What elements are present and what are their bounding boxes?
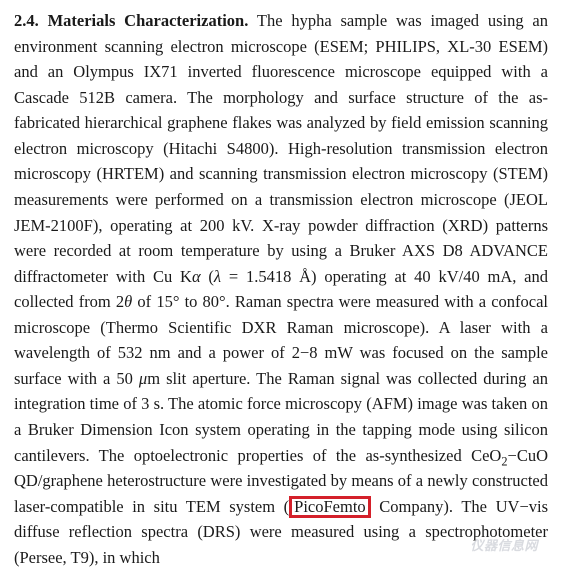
greek-mu: μ [139,369,147,388]
body-text: The hypha sample was imaged using an env… [14,11,548,286]
highlight-company: PicoFemto [289,496,371,519]
greek-lambda: λ [214,267,221,286]
section-paragraph: 2.4. Materials Characterization. The hyp… [14,8,548,570]
page-body: 2.4. Materials Characterization. The hyp… [0,0,562,570]
body-text: ( [201,267,214,286]
section-number: 2.4. [14,11,39,30]
greek-alpha: α [192,267,201,286]
section-title: Materials Characterization. [48,11,249,30]
